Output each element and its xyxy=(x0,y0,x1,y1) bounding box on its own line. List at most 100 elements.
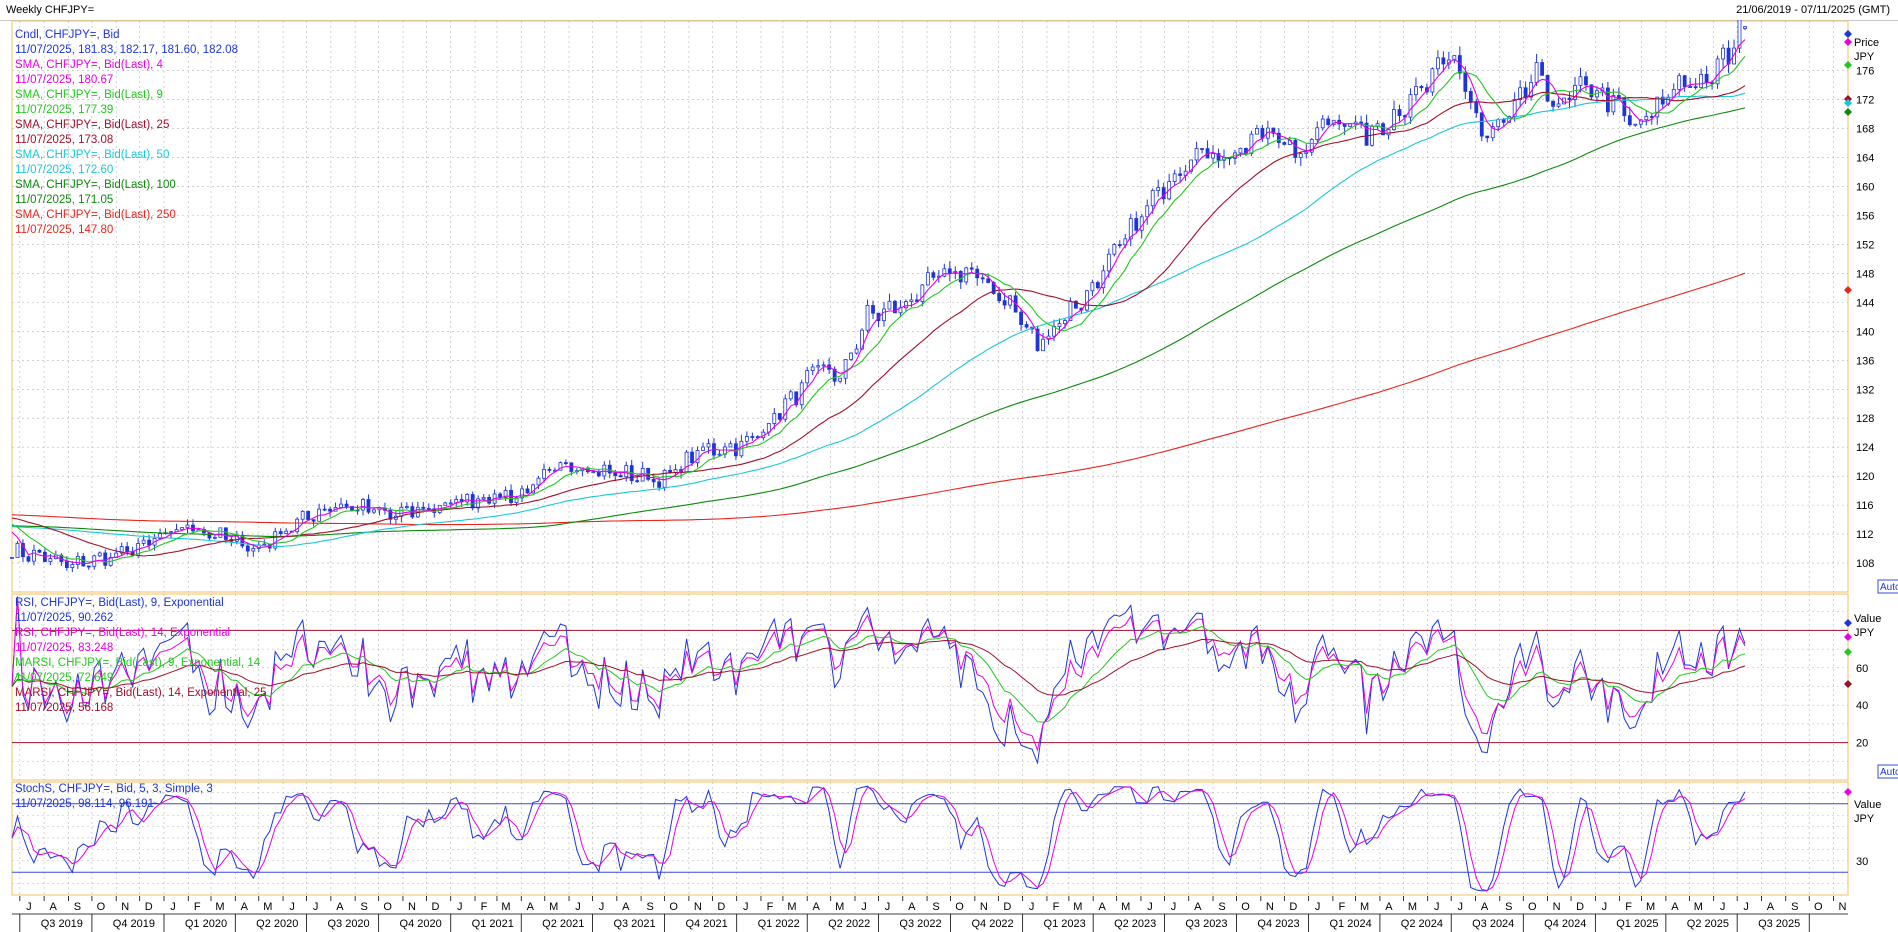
x-month-label: A xyxy=(1098,901,1106,913)
candle-body xyxy=(1677,75,1682,90)
candle-body xyxy=(904,301,908,309)
candle-body xyxy=(1255,128,1259,135)
stoch-d-line xyxy=(11,786,1746,892)
price-auto-button-label: Auto xyxy=(1880,582,1898,593)
candle-body xyxy=(794,391,799,406)
candle-body xyxy=(86,565,91,568)
sma4-marker xyxy=(1844,38,1852,46)
candle-body xyxy=(1095,282,1100,289)
x-quarter-label: Q4 2023 xyxy=(1257,918,1299,930)
candle-body xyxy=(443,502,448,506)
sma250-line xyxy=(11,272,1746,526)
price-auto-button xyxy=(1877,579,1898,594)
candle-body xyxy=(481,496,486,500)
candle-body xyxy=(448,502,453,505)
sma25-line xyxy=(11,85,1746,557)
price-tick-label: 168 xyxy=(1856,124,1874,136)
x-month-label: M xyxy=(1073,901,1082,913)
candle-body xyxy=(1309,139,1314,153)
candle-body xyxy=(1578,76,1583,86)
candle-body xyxy=(1501,119,1506,123)
legend-label: SMA, CHFJPY=, Bid(Last), 25 xyxy=(15,119,170,131)
candle-body xyxy=(931,272,936,278)
candle-body xyxy=(843,359,848,379)
candle-body xyxy=(1178,173,1183,176)
legend-label: RSI, CHFJPY=, Bid(Last), 9, Exponential xyxy=(15,597,224,609)
chart-area[interactable]: 108 112 116 120 124 128 132 136 140 144 148 152 156 1… xyxy=(0,20,1898,932)
date-range: 21/06/2019 - 07/11/2025 (GMT) xyxy=(1736,4,1890,16)
x-quarter-label: Q3 2020 xyxy=(327,918,369,930)
x-quarter-label: Q2 2021 xyxy=(542,918,584,930)
candle-body xyxy=(520,488,524,499)
candle-body xyxy=(947,268,952,274)
candle-body xyxy=(64,561,69,568)
x-month-label: M xyxy=(1646,901,1655,913)
stoch-legend: StochS, CHFJPY=, Bid, 5, 3, Simple, 3 11/… xyxy=(15,782,213,812)
candle-body xyxy=(37,549,42,553)
candle-body xyxy=(816,365,821,368)
candle-body xyxy=(43,551,47,563)
candle-body xyxy=(788,391,793,400)
candle-body xyxy=(48,558,53,563)
candle-body xyxy=(1496,119,1501,128)
x-month-label: S xyxy=(1791,901,1798,913)
legend-value: 11/07/2025, 56.168 xyxy=(15,702,114,714)
price-tick-label: 124 xyxy=(1856,442,1874,454)
candle-body xyxy=(1392,109,1396,131)
candle-body xyxy=(1704,73,1709,84)
legend-label: SMA, CHFJPY=, Bid(Last), 50 xyxy=(15,149,170,161)
x-month-label: D xyxy=(1576,901,1584,913)
candle-body xyxy=(547,468,552,471)
x-month-label: A xyxy=(813,901,821,913)
candle-body xyxy=(1397,109,1402,116)
x-quarter-label: Q3 2019 xyxy=(41,918,83,930)
candle-body xyxy=(701,446,705,451)
candle-body xyxy=(70,564,75,568)
rsi-axis-unit: JPY xyxy=(1854,627,1875,639)
candle-body xyxy=(213,536,217,539)
marsi9-marker xyxy=(1844,648,1852,656)
x-month-label: J xyxy=(1720,901,1726,913)
candle-body xyxy=(1567,97,1572,100)
legend-label: SMA, CHFJPY=, Bid(Last), 100 xyxy=(15,179,176,191)
stoch-tick-label: 30 xyxy=(1856,856,1868,868)
candle-body xyxy=(426,508,431,510)
candle-body xyxy=(1084,290,1089,311)
chart-title: Weekly CHFJPY= xyxy=(6,4,95,16)
candle-body xyxy=(821,364,826,367)
candle-body xyxy=(262,543,267,546)
candle-body xyxy=(1090,282,1095,292)
candle-body xyxy=(1200,148,1204,150)
candle-body xyxy=(1216,153,1221,161)
x-month-label: J xyxy=(885,901,891,913)
candle-body xyxy=(893,300,897,314)
candle-body xyxy=(1189,159,1193,172)
x-month-label: N xyxy=(121,901,129,913)
sma100-line xyxy=(12,107,1746,537)
candle-body xyxy=(1156,187,1161,191)
rsi-axis-title: Value xyxy=(1854,613,1881,625)
candle-body xyxy=(251,548,256,552)
x-month-label: A xyxy=(1194,901,1202,913)
legend-value: 11/07/2025, 180.67 xyxy=(15,74,114,86)
sma50-marker xyxy=(1844,99,1852,107)
candle-body xyxy=(1540,62,1544,76)
x-month-label: D xyxy=(145,901,153,913)
stoch-axis-title: Value xyxy=(1854,799,1881,811)
x-month-label: A xyxy=(1671,901,1679,913)
x-month-label: A xyxy=(49,901,57,913)
candle-body xyxy=(1638,119,1643,125)
legend-label: MARSI, CHFJPY=, Bid(Last), 9, Exponentia… xyxy=(15,657,261,669)
candle-body xyxy=(306,510,311,521)
x-month-label: S xyxy=(1218,901,1225,913)
rsi14-marker xyxy=(1844,633,1852,641)
candle-body xyxy=(1172,173,1177,182)
stoch-marker xyxy=(1844,788,1852,796)
x-month-label: O xyxy=(1814,901,1823,913)
legend-value: 11/07/2025, 83.248 xyxy=(15,642,114,654)
candle-body xyxy=(1534,62,1539,83)
x-month-label: O xyxy=(1528,901,1537,913)
x-quarter-label: Q3 2021 xyxy=(613,918,655,930)
price-tick-label: 156 xyxy=(1856,210,1874,222)
candle-body xyxy=(377,507,382,511)
